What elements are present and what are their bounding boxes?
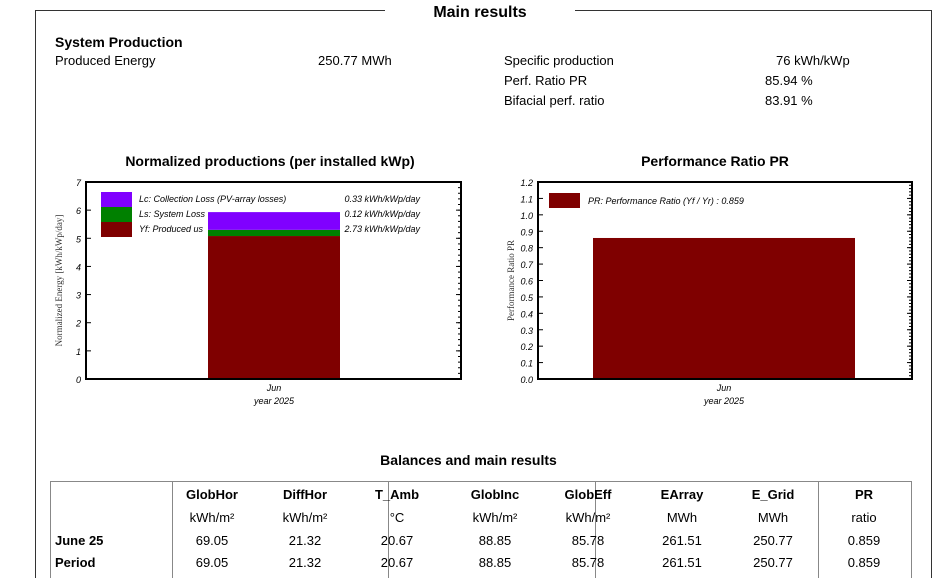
table-cell: 261.51: [662, 533, 702, 548]
legend-label: Lc: Collection Loss (PV-array losses): [139, 194, 286, 204]
column-header: DiffHor: [282, 487, 328, 502]
column-unit: °C: [389, 510, 405, 525]
y-tick-label: 0.0: [520, 375, 533, 385]
pr-value: 85.94 %: [765, 73, 813, 88]
y-tick-label: 0.3: [520, 326, 533, 336]
legend-label: Yf: Produced us: [139, 224, 204, 234]
table-divider: [172, 481, 173, 578]
table-title: Balances and main results: [380, 452, 557, 468]
y-tick-label: 0.1: [520, 359, 533, 369]
legend-swatch: [101, 192, 132, 207]
bar-ls: [208, 229, 340, 237]
y-tick-label: 1.1: [520, 194, 533, 204]
chart2-title: Performance Ratio PR: [641, 153, 789, 169]
y-tick-label: 0.6: [520, 277, 533, 287]
column-unit: kWh/m²: [189, 510, 235, 525]
y-tick-label: 7: [76, 178, 82, 188]
produced-energy-label: Produced Energy: [55, 53, 156, 68]
table-divider: [388, 481, 389, 578]
column-unit: kWh/m²: [565, 510, 611, 525]
specific-production-label: Specific production: [504, 53, 614, 68]
y-tick-label: 0.8: [520, 244, 533, 254]
legend-value: 2.73 kWh/kWp/day: [343, 224, 420, 234]
column-unit: MWh: [757, 510, 789, 525]
column-unit: MWh: [666, 510, 698, 525]
y-axis-label: Performance Ratio PR: [506, 240, 516, 321]
table-cell: 85.78: [571, 555, 605, 570]
y-tick-label: 1: [76, 347, 81, 357]
legend-label: Ls: System Loss: [139, 209, 206, 219]
y-tick-label: 1.2: [520, 178, 533, 188]
table-cell: 85.78: [571, 533, 605, 548]
results-table: [50, 481, 912, 578]
bifacial-value: 83.91 %: [765, 93, 813, 108]
table-cell: 88.85: [478, 533, 512, 548]
y-tick-label: 2: [75, 319, 81, 329]
y-tick-label: 4: [76, 262, 81, 272]
bar-yf: [208, 236, 340, 379]
y-tick-label: 5: [76, 234, 82, 244]
y-tick-label: 0: [76, 375, 81, 385]
y-tick-label: 3: [76, 291, 81, 301]
column-header: EArray: [660, 487, 704, 502]
table-cell: 261.51: [662, 555, 702, 570]
table-divider: [818, 481, 819, 578]
table-cell: 250.77: [753, 533, 793, 548]
column-header: GlobInc: [470, 487, 520, 502]
legend-swatch: [549, 193, 580, 208]
table-divider: [595, 481, 596, 578]
table-cell: 69.05: [195, 555, 229, 570]
column-header: PR: [854, 487, 874, 502]
x-axis-label: year 2025: [253, 396, 295, 406]
y-tick-label: 0.2: [520, 342, 533, 352]
x-axis-label: year 2025: [703, 396, 745, 406]
table-cell: 0.859: [847, 533, 881, 548]
y-tick-label: 1.0: [520, 211, 533, 221]
legend-label: PR: Performance Ratio (Yf / Yr) : 0.859: [588, 196, 744, 206]
table-cell: 20.67: [380, 555, 414, 570]
table-cell: 250.77: [753, 555, 793, 570]
legend-swatch: [101, 222, 132, 237]
y-axis-label: Normalized Energy [kWh/kWp/day]: [54, 215, 64, 347]
bar-pr: [593, 237, 855, 379]
performance-ratio-chart: 0.0 0.1 0.2 0.3 0.4 0.5 0.6 0.7 0.8 0.9 1.0 1.1 1.2 J…: [506, 178, 913, 406]
column-unit: kWh/m²: [282, 510, 328, 525]
pr-label: Perf. Ratio PR: [504, 73, 588, 88]
chart1-title: Normalized productions (per installed kW…: [125, 153, 415, 169]
system-production-heading: System Production: [55, 34, 183, 50]
produced-energy-value: 250.77 MWh: [318, 53, 392, 68]
bar-lc: [208, 212, 340, 230]
table-cell: 69.05: [195, 533, 229, 548]
x-tick-label: Jun: [266, 383, 282, 393]
x-tick-label: Jun: [716, 383, 732, 393]
specific-production-value: 76 kWh/kWp: [776, 53, 850, 68]
plot-frame: [85, 181, 462, 380]
legend-swatch: [101, 207, 132, 222]
column-header: T_Amb: [374, 487, 420, 502]
y-tick-label: 0.5: [520, 293, 534, 303]
row-label: Period: [55, 555, 96, 570]
column-header: GlobHor: [186, 487, 238, 502]
y-tick-label: 0.4: [520, 309, 533, 319]
legend-value: 0.33 kWh/kWp/day: [344, 194, 420, 204]
row-label: June 25: [55, 533, 104, 548]
legend-value: 0.12 kWh/kWp/day: [344, 209, 420, 219]
bifacial-label: Bifacial perf. ratio: [504, 93, 605, 108]
y-tick-label: 0.9: [520, 227, 533, 237]
table-cell: 0.859: [847, 555, 881, 570]
table-cell: 88.85: [478, 555, 512, 570]
table-cell: 21.32: [288, 555, 322, 570]
plot-frame: [537, 181, 913, 380]
column-header: E_Grid: [751, 487, 795, 502]
normalized-productions-chart: 0 1 2 3 4 5 6 7 Jun year 2025 Normalized Energy [k…: [54, 178, 462, 406]
y-tick-label: 6: [76, 206, 81, 216]
column-unit: kWh/m²: [472, 510, 518, 525]
y-tick-label: 0.7: [520, 260, 534, 270]
table-cell: 21.32: [288, 533, 322, 548]
column-unit: ratio: [851, 510, 877, 525]
table-cell: 20.67: [380, 533, 414, 548]
section-title: Main results: [385, 0, 575, 22]
column-header: GlobEff: [564, 487, 612, 502]
